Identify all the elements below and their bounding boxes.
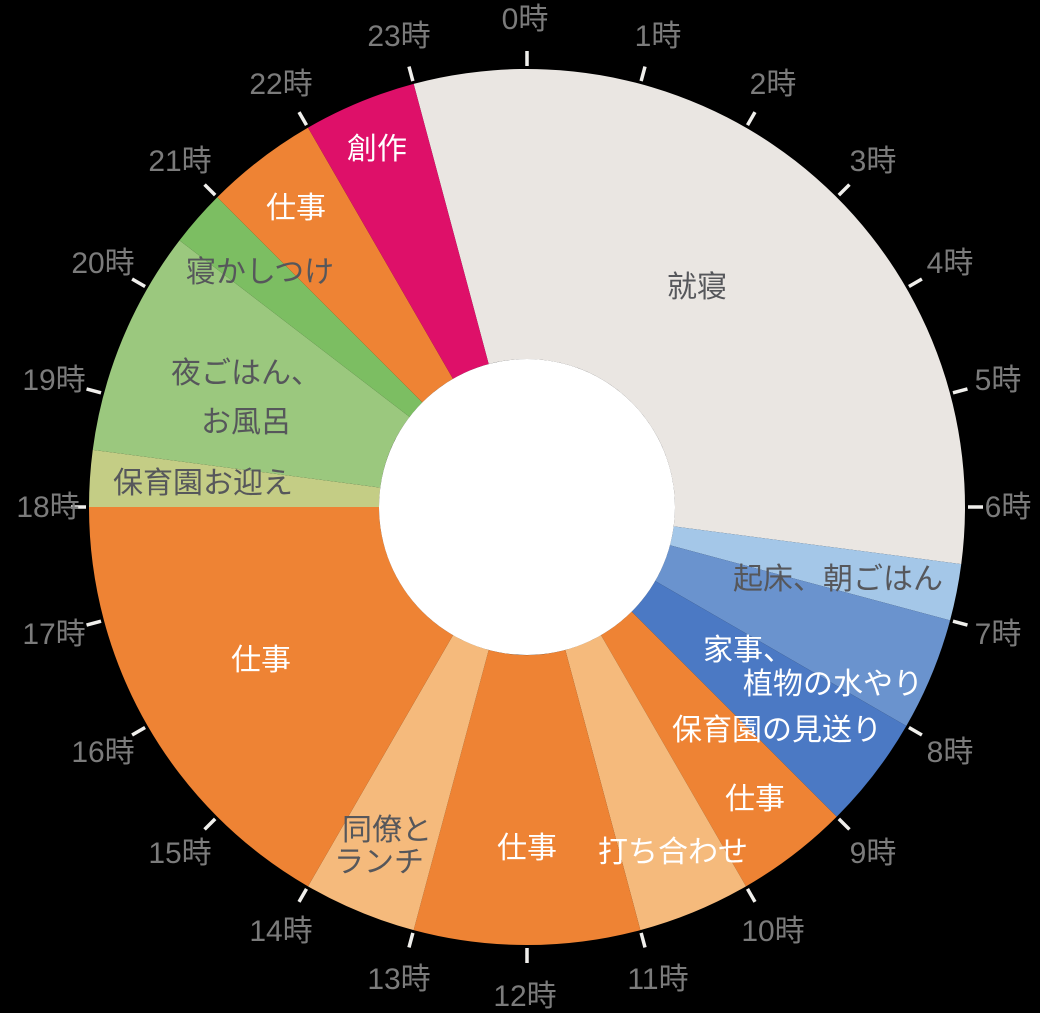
segment-label-12-line-0: 仕事 — [266, 192, 326, 225]
tick-hour-21 — [203, 183, 217, 197]
segment-label-2-line-1: 植物の水やり — [743, 668, 923, 701]
segment-3-保育園の見送り — [631, 581, 907, 817]
tick-hour-17 — [86, 619, 102, 627]
tick-hour-4 — [908, 277, 923, 289]
segment-7-同僚とランチ — [308, 635, 489, 931]
hour-label-11: 11時 — [627, 963, 688, 996]
tick-hour-22 — [297, 111, 309, 126]
hour-label-23: 23時 — [367, 20, 430, 53]
hour-label-17: 17時 — [22, 618, 85, 651]
hour-label-8: 8時 — [927, 736, 974, 769]
hour-label-2: 2時 — [750, 68, 797, 101]
hour-label-5: 5時 — [975, 364, 1022, 397]
hour-label-0: 0時 — [502, 3, 549, 36]
hour-label-20: 20時 — [71, 247, 134, 280]
hour-label-7: 7時 — [975, 618, 1022, 651]
tick-hour-7 — [952, 619, 968, 627]
segment-label-4-line-0: 仕事 — [725, 783, 785, 816]
segment-label-13-line-0: 創作 — [347, 133, 407, 166]
tick-hour-9 — [837, 817, 851, 831]
tick-hour-5 — [952, 387, 968, 395]
hour-label-6: 6時 — [985, 491, 1032, 524]
tick-hour-11 — [639, 932, 647, 948]
segment-label-6-line-0: 仕事 — [497, 832, 557, 865]
segment-label-3-line-0: 保育園の見送り — [672, 714, 882, 747]
hour-label-3: 3時 — [850, 145, 897, 178]
donut-hole — [379, 359, 675, 655]
segment-11-寝かしつけ — [179, 197, 423, 417]
segment-label-11-line-0: 寝かしつけ — [186, 256, 334, 289]
segment-label-5-line-0: 打ち合わせ — [598, 836, 748, 869]
segment-5-打ち合わせ — [565, 635, 746, 931]
tick-hour-20 — [131, 277, 146, 289]
tick-hour-3 — [837, 183, 851, 197]
segment-13-創作 — [308, 83, 489, 379]
tick-hour-13 — [407, 932, 415, 948]
hour-label-22: 22時 — [249, 68, 312, 101]
segment-label-8-line-0: 仕事 — [231, 644, 291, 677]
segment-2-家事、植物の水やり — [655, 545, 951, 726]
tick-hour-10 — [745, 888, 757, 903]
segment-6-仕事 — [413, 649, 641, 946]
tick-hour-15 — [203, 817, 217, 831]
hour-label-1: 1時 — [635, 20, 682, 53]
segment-1-起床、朝ごはん — [669, 526, 962, 621]
segment-10-夜ごはん、お風呂 — [92, 240, 410, 488]
tick-hour-8 — [908, 725, 923, 737]
tick-hour-16 — [131, 725, 146, 737]
hour-label-16: 16時 — [71, 736, 134, 769]
tick-hour-19 — [86, 387, 102, 395]
hour-label-18: 18時 — [16, 491, 79, 524]
hour-label-14: 14時 — [249, 915, 312, 948]
hour-label-10: 10時 — [741, 915, 804, 948]
segment-label-7-line-1: ランチ — [334, 846, 424, 879]
segment-label-1-line-0: 起床、朝ごはん — [733, 563, 943, 596]
segment-label-9-line-0: 保育園お迎え — [113, 467, 293, 500]
segment-label-10-line-1: お風呂 — [201, 406, 291, 439]
hour-label-21: 21時 — [148, 145, 211, 178]
segment-8-仕事 — [89, 507, 453, 887]
tick-hour-1 — [639, 66, 647, 82]
segment-label-0-line-0: 就寝 — [667, 271, 727, 304]
segment-label-7-line-0: 同僚と — [342, 814, 432, 847]
hour-label-15: 15時 — [148, 837, 211, 870]
hour-label-19: 19時 — [22, 364, 85, 397]
segment-9-保育園お迎え — [89, 449, 381, 507]
segment-12-仕事 — [217, 127, 453, 403]
tick-hour-23 — [407, 66, 415, 82]
segment-0-就寝 — [413, 68, 965, 565]
segment-label-10-line-0: 夜ごはん、 — [171, 357, 321, 390]
segment-4-仕事 — [601, 611, 837, 887]
tick-hour-2 — [745, 111, 757, 126]
hour-label-12: 12時 — [493, 980, 556, 1013]
hour-label-13: 13時 — [367, 963, 430, 996]
segment-label-2-line-0: 家事、 — [703, 634, 793, 667]
tick-hour-14 — [297, 888, 309, 903]
hour-label-9: 9時 — [850, 837, 897, 870]
hour-label-4: 4時 — [927, 247, 974, 280]
